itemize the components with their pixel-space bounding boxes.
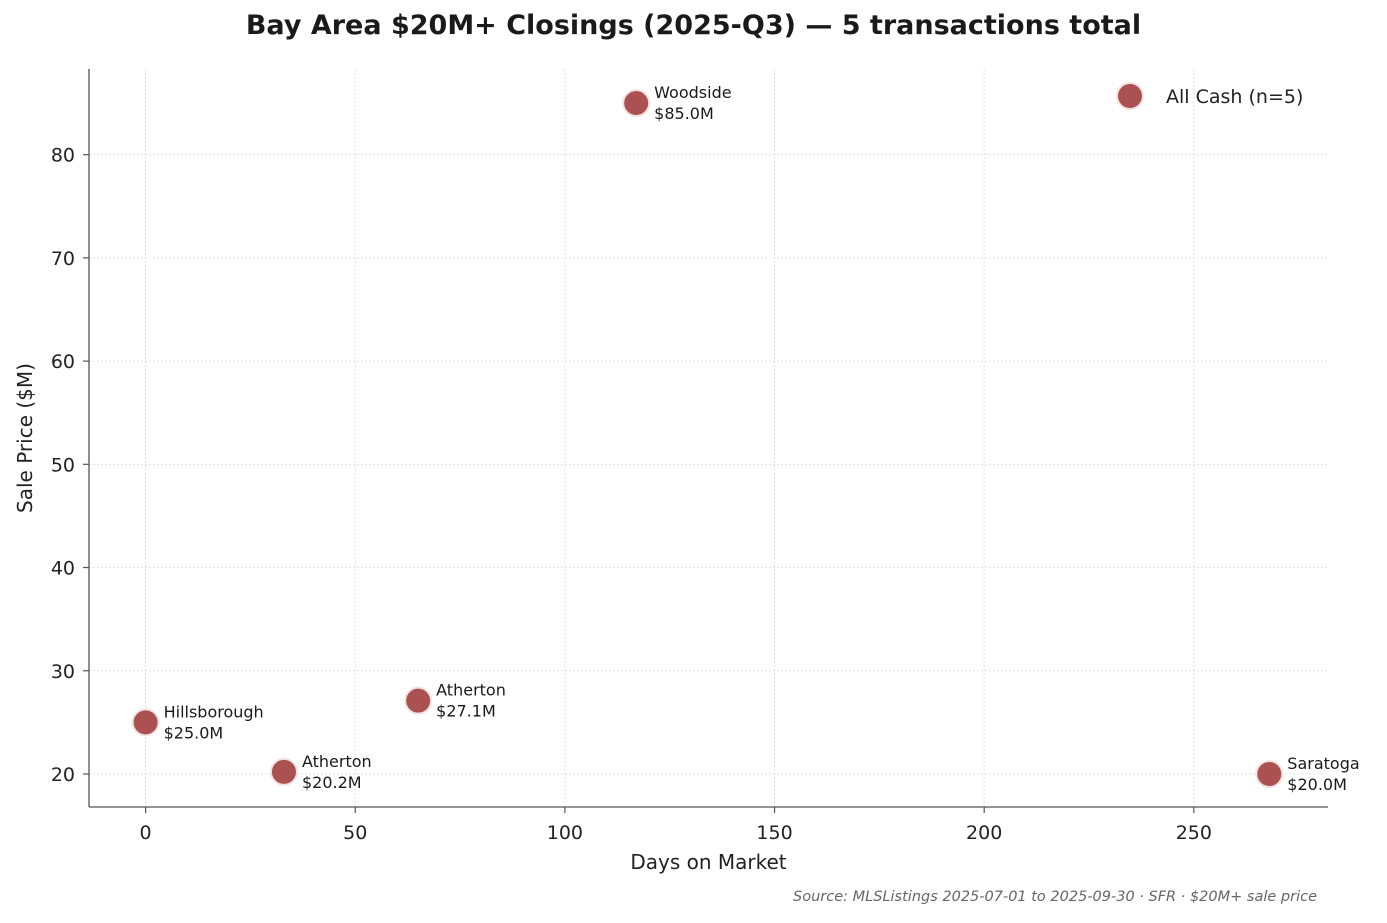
point-label-location: Atherton: [436, 681, 506, 700]
point-label-price: $20.0M: [1287, 775, 1347, 794]
legend-label: All Cash (n=5): [1166, 86, 1303, 108]
point-label-price: $20.2M: [302, 773, 362, 792]
point-label-price: $27.1M: [436, 702, 496, 721]
point-label-location: Hillsborough: [164, 702, 264, 721]
x-tick-label: 150: [756, 822, 792, 844]
point-label-location: Woodside: [654, 83, 731, 102]
x-tick-label: 200: [966, 822, 1002, 844]
point-label-price: $85.0M: [654, 104, 714, 123]
x-tick-label: 250: [1176, 822, 1212, 844]
data-point: [131, 708, 160, 737]
y-tick-label: 60: [51, 351, 75, 373]
y-tick-label: 50: [51, 454, 75, 476]
y-tick-label: 30: [51, 661, 75, 683]
legend-marker: [1116, 82, 1144, 110]
chart-title: Bay Area $20M+ Closings (2025-Q3) — 5 tr…: [245, 10, 1142, 41]
x-tick-label: 0: [140, 822, 152, 844]
data-point: [1255, 759, 1284, 788]
y-tick-label: 40: [51, 558, 75, 580]
data-point: [404, 686, 433, 715]
y-axis-label: Sale Price ($M): [13, 363, 37, 513]
point-label-location: Atherton: [302, 752, 372, 771]
x-axis-label: Days on Market: [630, 850, 786, 874]
x-tick-label: 100: [547, 822, 583, 844]
y-tick-label: 80: [51, 145, 75, 167]
data-point: [269, 757, 298, 786]
point-label-location: Saratoga: [1287, 754, 1359, 773]
point-label-price: $25.0M: [164, 723, 224, 742]
source-note: Source: MLSListings 2025-07-01 to 2025-0…: [793, 889, 1317, 905]
x-tick-label: 50: [343, 822, 367, 844]
y-tick-label: 20: [51, 764, 75, 786]
y-tick-label: 70: [51, 248, 75, 270]
data-point: [622, 89, 651, 118]
